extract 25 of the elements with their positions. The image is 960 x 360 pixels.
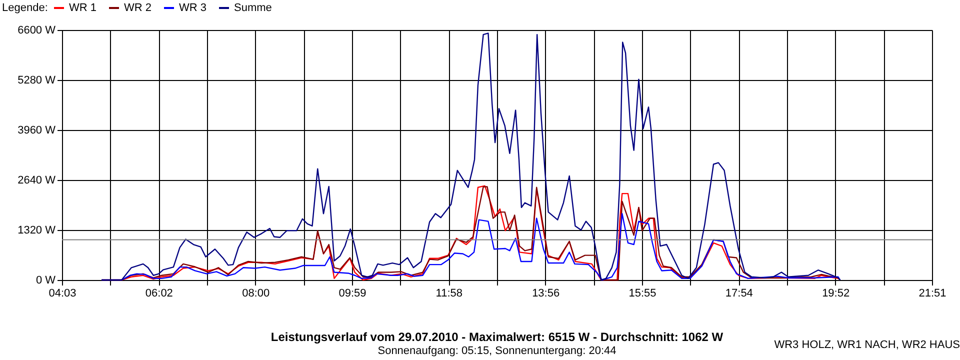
y-tick-label: 1320 W — [18, 224, 56, 236]
x-tick-label: 06:02 — [145, 288, 173, 300]
legend-title: Legende: — [2, 2, 48, 14]
legend-label: WR 1 — [69, 2, 96, 14]
x-tick-label: 04:03 — [48, 288, 76, 300]
text: Sonnenaufgang: 05:15, Sonnenuntergang: 20:44 — [378, 345, 616, 357]
legend-label: Summe — [234, 2, 272, 14]
y-tick-label: 2640 W — [18, 174, 56, 186]
x-tick-label: 09:59 — [338, 288, 366, 300]
x-tick-label: 11:58 — [436, 288, 463, 300]
y-tick-label: 3960 W — [18, 124, 56, 136]
x-tick-label: 17:54 — [725, 288, 753, 300]
line-series — [100, 32, 841, 281]
x-tick-label: 21:51 — [918, 288, 946, 300]
legend-label: WR 3 — [179, 2, 206, 14]
text: Leistungsverlauf vom 29.07.2010 - Maximalwert: 6515 W - Durchschnitt: 1062 W — [270, 330, 724, 344]
y-tick-label: 6600 W — [18, 24, 56, 36]
legend-label: WR 2 — [124, 2, 152, 14]
x-tick-label: 19:52 — [822, 288, 850, 300]
x-tick-label: 13:56 — [532, 288, 560, 300]
y-tick-label: 0 W — [36, 274, 56, 286]
x-tick-label: 08:00 — [242, 288, 270, 300]
y-tick-label: 5280 W — [18, 74, 56, 86]
x-tick-label: 15:55 — [628, 288, 656, 300]
text: WR3 HOLZ, WR1 NACH, WR2 HAUS — [774, 339, 960, 351]
